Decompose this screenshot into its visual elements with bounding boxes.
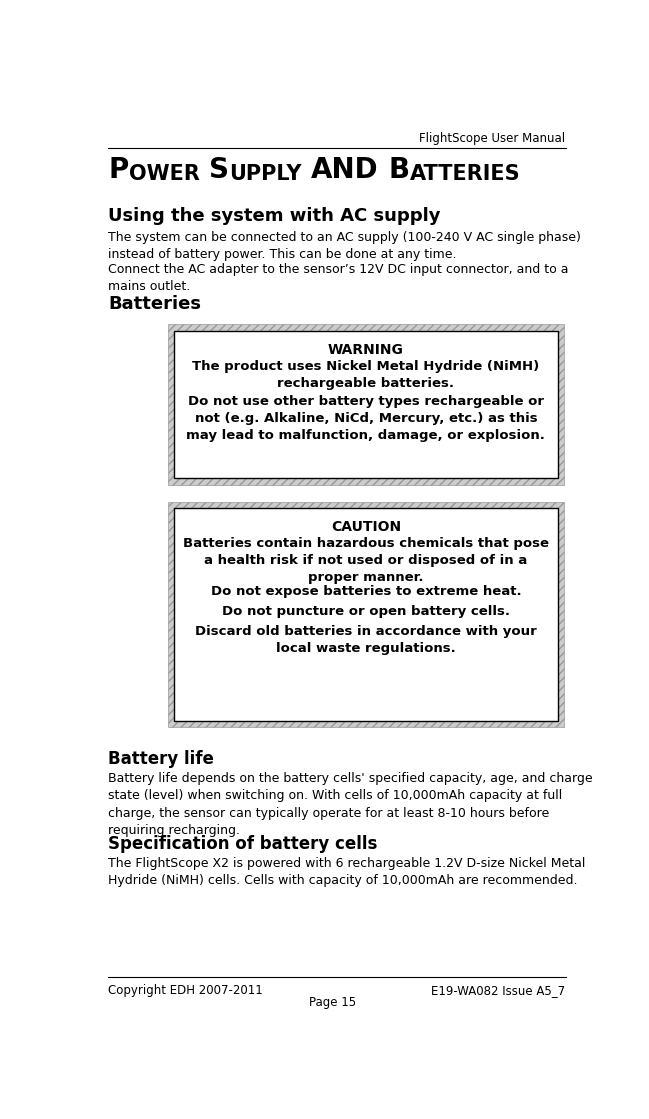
Text: FlightScope User Manual: FlightScope User Manual [419, 132, 565, 145]
Text: E19-WA082 Issue A5_7: E19-WA082 Issue A5_7 [432, 984, 565, 997]
Text: Copyright EDH 2007-2011: Copyright EDH 2007-2011 [108, 984, 263, 997]
Text: Specification of battery cells: Specification of battery cells [108, 835, 378, 853]
Text: ATTERIES: ATTERIES [410, 164, 520, 185]
Text: S: S [209, 157, 229, 185]
Text: The FlightScope X2 is powered with 6 rechargeable 1.2V D-size Nickel Metal
Hydri: The FlightScope X2 is powered with 6 rec… [108, 856, 585, 887]
Text: OWER: OWER [129, 164, 199, 185]
Text: Connect the AC adapter to the sensor’s 12V DC input connector, and to a
mains ou: Connect the AC adapter to the sensor’s 1… [108, 263, 569, 293]
Text: CAUTION: CAUTION [331, 520, 401, 534]
Text: P: P [108, 157, 129, 185]
Text: WARNING: WARNING [328, 342, 404, 357]
Text: Do not use other battery types rechargeable or
not (e.g. Alkaline, NiCd, Mercury: Do not use other battery types rechargea… [186, 395, 545, 442]
Text: Page 15: Page 15 [309, 996, 356, 1009]
Bar [168, 325, 564, 485]
Text: Battery life depends on the battery cells' specified capacity, age, and charge
s: Battery life depends on the battery cell… [108, 772, 593, 837]
Text: B: B [388, 157, 410, 185]
Text: Batteries: Batteries [108, 295, 201, 313]
Text: Do not expose batteries to extreme heat.: Do not expose batteries to extreme heat. [211, 585, 521, 598]
Bar [174, 508, 557, 721]
Text: Discard old batteries in accordance with your
local waste regulations.: Discard old batteries in accordance with… [195, 624, 537, 655]
Text: Batteries contain hazardous chemicals that pose
a health risk if not used or dis: Batteries contain hazardous chemicals th… [183, 537, 549, 584]
Bar [174, 330, 557, 479]
Text: UPPLY: UPPLY [229, 164, 302, 185]
Text: Do not puncture or open battery cells.: Do not puncture or open battery cells. [222, 604, 510, 618]
Text: AND: AND [311, 157, 379, 185]
Bar [168, 501, 564, 727]
Text: The product uses Nickel Metal Hydride (NiMH)
rechargeable batteries.: The product uses Nickel Metal Hydride (N… [192, 360, 539, 389]
Text: Battery life: Battery life [108, 750, 214, 769]
Text: The system can be connected to an AC supply (100-240 V AC single phase)
instead : The system can be connected to an AC sup… [108, 231, 581, 261]
Text: Using the system with AC supply: Using the system with AC supply [108, 207, 441, 225]
